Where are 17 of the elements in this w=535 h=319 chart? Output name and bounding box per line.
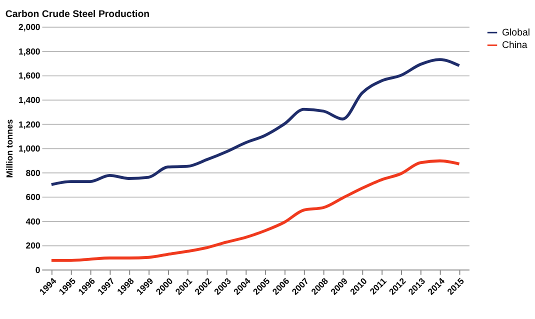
y-tick-label: 1,800 bbox=[18, 46, 40, 56]
y-tick-label: 1,000 bbox=[18, 144, 40, 154]
y-tick-label: 600 bbox=[26, 192, 40, 202]
y-tick-label: 0 bbox=[35, 264, 40, 275]
y-tick-label: 1,400 bbox=[18, 94, 40, 105]
line-series bbox=[50, 159, 461, 262]
legend-label: China bbox=[502, 40, 528, 52]
y-axis-title: Million tonnes bbox=[4, 119, 15, 178]
y-tick-label: 2,000 bbox=[18, 22, 40, 32]
y-tick-label: 1,200 bbox=[18, 119, 40, 130]
legend-label: Global bbox=[502, 28, 530, 39]
chart-title: Carbon Crude Steel Production bbox=[5, 9, 150, 20]
y-tick-label: 800 bbox=[26, 168, 40, 178]
y-tick-label: 200 bbox=[26, 240, 40, 251]
y-tick-label: 400 bbox=[26, 216, 40, 226]
line-series bbox=[50, 58, 461, 186]
y-tick-label: 1,600 bbox=[18, 70, 40, 81]
